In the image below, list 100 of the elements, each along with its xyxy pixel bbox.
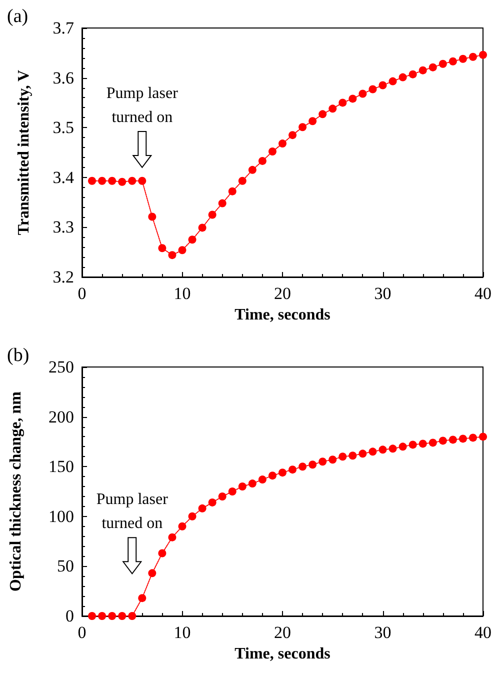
chart-title: (a) [7, 6, 28, 27]
point [328, 456, 337, 464]
point [479, 432, 487, 441]
point [418, 440, 427, 448]
point [398, 73, 407, 82]
point [228, 187, 236, 196]
point [138, 176, 146, 185]
point [218, 199, 226, 208]
annotation: Pump laser turned on [106, 84, 179, 126]
point [368, 85, 377, 94]
point [88, 612, 96, 620]
point [288, 466, 297, 474]
point [258, 156, 266, 165]
point [138, 594, 146, 602]
point [258, 476, 266, 484]
y-tick-label: 3.5 [52, 118, 74, 138]
point [358, 450, 367, 458]
point [178, 522, 186, 530]
point [348, 94, 357, 103]
chart-title: (b) [7, 345, 30, 366]
x-axis-title: Time, seconds [234, 645, 330, 662]
point [448, 57, 457, 66]
point [178, 246, 186, 254]
y-tick-label: 3.4 [52, 168, 74, 187]
y-tick-label: 3.3 [52, 218, 74, 237]
point [388, 77, 397, 86]
point [188, 236, 196, 244]
annotation: Pump laser turned on [96, 491, 169, 532]
point [288, 131, 297, 140]
y-tick-label: 150 [48, 457, 74, 476]
point [88, 176, 96, 185]
point [208, 498, 216, 506]
point [158, 549, 166, 558]
point [148, 569, 156, 578]
point [468, 434, 477, 442]
point [438, 60, 447, 68]
point [368, 448, 377, 456]
x-tick-label: 40 [474, 623, 492, 642]
point [198, 504, 206, 512]
point [438, 436, 447, 445]
point [398, 442, 407, 451]
point [448, 436, 457, 444]
point [158, 244, 166, 252]
point [238, 176, 246, 185]
point [479, 50, 487, 59]
point [378, 446, 387, 454]
point [298, 462, 307, 471]
y-tick-label: 0 [66, 606, 74, 626]
point [408, 440, 417, 449]
point [318, 458, 327, 466]
point [408, 70, 417, 78]
point [98, 176, 106, 185]
x-tick-label: 20 [274, 623, 291, 642]
point [308, 117, 317, 126]
point [168, 251, 176, 260]
point [238, 482, 246, 491]
y-tick-label: 200 [48, 407, 74, 426]
y-tick-label: 3.2 [52, 268, 74, 286]
point [128, 176, 136, 185]
point [188, 512, 196, 520]
point [388, 444, 397, 453]
x-tick-label: 10 [174, 284, 191, 303]
point [338, 452, 347, 461]
point [328, 104, 337, 113]
point [198, 224, 206, 232]
y-tick-label: 250 [48, 358, 74, 376]
y-tick-label: 3.7 [52, 18, 74, 38]
point [348, 452, 357, 460]
point [148, 212, 156, 221]
point [248, 166, 256, 174]
point [278, 140, 286, 148]
point [308, 460, 317, 469]
point [168, 533, 176, 542]
point [118, 612, 126, 620]
point [248, 480, 256, 488]
point [98, 612, 106, 620]
point [268, 148, 276, 156]
x-tick-label: 30 [374, 284, 392, 303]
point [298, 123, 307, 132]
point [418, 66, 427, 74]
point [128, 612, 136, 620]
point [118, 178, 126, 186]
x-tick-label: 20 [274, 284, 291, 303]
y-axis-title: Transmitted intensity, V [16, 69, 32, 236]
y-tick-label: 50 [57, 556, 74, 576]
point [318, 110, 327, 118]
point [218, 492, 226, 500]
x-tick-label: 0 [78, 623, 86, 642]
x-axis-title: Time, seconds [234, 306, 330, 324]
point [378, 81, 387, 90]
y-tick-label: 3.6 [52, 68, 74, 88]
point [338, 98, 347, 107]
point [458, 434, 467, 443]
x-tick-label: 30 [374, 623, 392, 642]
point [358, 90, 367, 98]
x-tick-label: 0 [78, 284, 86, 303]
point [458, 54, 467, 63]
point [208, 210, 216, 219]
y-tick-label: 100 [48, 506, 74, 526]
x-tick-label: 10 [174, 623, 191, 642]
